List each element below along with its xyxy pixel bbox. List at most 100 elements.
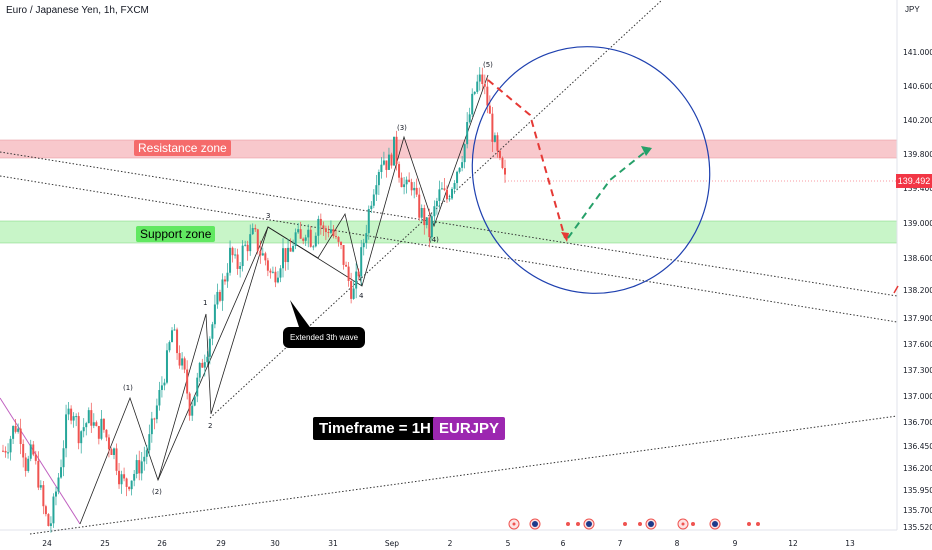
candle-body [430,216,433,238]
candle-body [145,450,148,457]
candle-body [12,426,15,439]
candle-body [163,382,166,386]
edge-arrow [893,285,899,294]
price-tick: 138.200 [903,286,932,295]
candle-body [221,279,224,301]
time-tick: 31 [328,539,338,548]
candle-body [155,405,158,420]
candle-body [188,393,191,416]
price-tick: 139.400 [903,184,932,193]
candle-body [173,329,176,331]
candle-body [97,426,100,439]
candle-body [87,410,90,424]
price-axis[interactable]: 141.000 140.600 140.200 139.800 139.400 139.0… [903,48,932,532]
candle-body [274,271,277,283]
candle-body [92,422,95,426]
candle-body [362,242,365,248]
candle-body [329,229,332,233]
candle-body [118,470,121,485]
candle-body [251,228,254,235]
candle-body [317,218,320,236]
support-zone-label: Support zone [136,226,216,242]
candle-body [478,74,481,82]
elliott-wave-minor [157,212,363,481]
candle-body [289,247,292,252]
candle-body [229,247,232,273]
candle-body [440,188,443,190]
candle-body [360,247,363,277]
candle-body [425,217,428,226]
candle-body [403,184,406,188]
candle-body [352,288,355,299]
candle-body [284,248,287,263]
time-tick: 8 [675,539,680,548]
time-tick: 2 [448,539,453,548]
candle-body [468,114,471,123]
resistance-zone-label: Resistance zone [134,140,231,156]
time-axis[interactable]: 24 25 26 29 30 31 Sep 2 5 6 7 8 9 12 13 [42,539,855,548]
candle-body [456,171,459,184]
candle-body [165,350,168,383]
wave-line-left [0,397,81,525]
economic-events[interactable] [508,518,760,530]
candle-body [438,189,441,201]
candle-body [314,235,317,247]
candle-body [410,182,413,191]
candle-body [176,329,179,354]
candle-body [120,474,123,485]
time-tick: 5 [506,539,511,548]
candle-body [292,245,295,252]
candle-body [148,434,151,451]
time-tick: 6 [561,539,566,548]
candle-body [39,485,42,488]
candle-body [365,233,368,243]
candle-body [337,237,340,242]
candle-body [196,377,199,397]
candle-body [377,172,380,186]
candle-body [350,281,353,299]
candle-body [413,187,416,191]
candle-body [443,188,446,190]
candle-body [236,254,239,269]
candle-body [29,444,32,459]
candle-body [347,266,350,282]
candle-body [44,506,47,515]
candle-body [398,164,401,178]
candle-body [203,362,206,368]
candle-body [47,514,50,526]
candle-body [256,229,259,251]
price-tick: 140.600 [903,82,932,91]
wave-label-4-major: (4) [429,236,439,244]
candle-body [297,229,300,233]
time-tick: 13 [845,539,855,548]
candle-body [246,244,249,252]
candle-body [231,247,234,256]
candle-body [7,452,10,454]
candle-body [408,179,411,183]
candle-body [75,416,78,418]
candle-body [32,444,35,455]
candle-body [216,291,219,305]
candle-body [483,84,486,87]
candle-body [269,270,272,273]
timeframe-badge: Timeframe = 1H [313,417,437,440]
candle-body [375,185,378,195]
candle-body [128,486,131,490]
time-tick: 12 [788,539,798,548]
callout-pointer [290,300,312,330]
price-tick: 135.520 [903,523,932,532]
candle-body [466,122,469,145]
candle-body [342,245,345,265]
candle-body [418,194,421,218]
candle-body [372,194,375,206]
candle-body [312,246,315,248]
candle-body [387,154,390,170]
candle-body [380,164,383,173]
candle-body [307,229,310,238]
candle-body [107,437,110,450]
candle-body [390,154,393,166]
candle-body [22,444,25,458]
candle-body [138,460,141,474]
current-price-tag: 139.492 [896,174,932,188]
